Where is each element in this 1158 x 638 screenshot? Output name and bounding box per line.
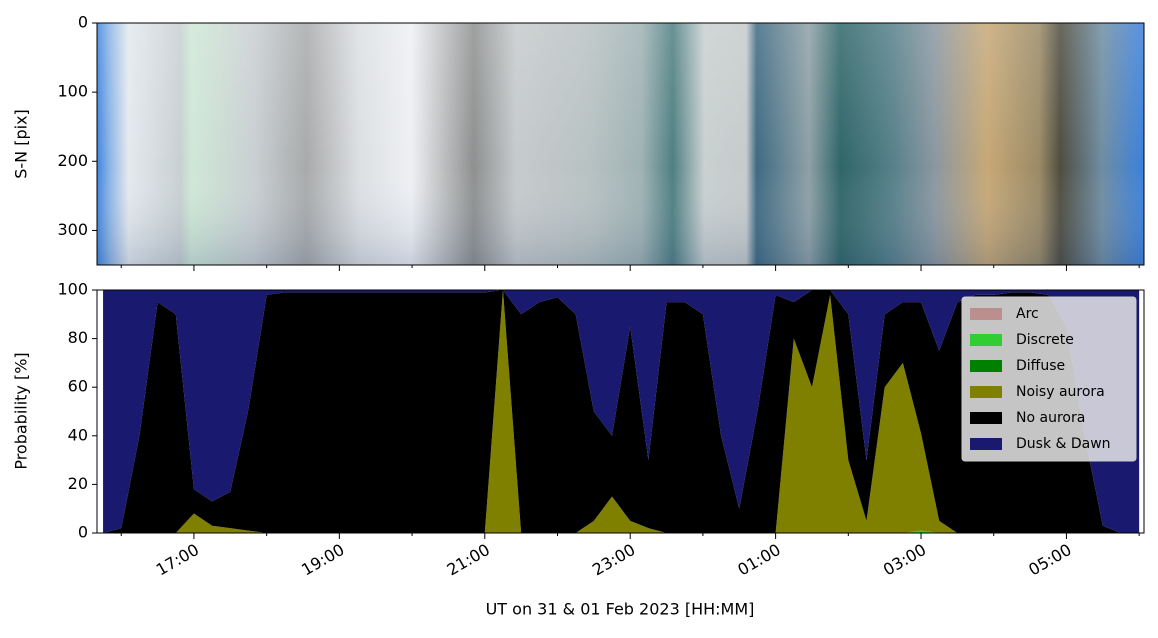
- y-tick-label: 60: [68, 377, 88, 396]
- x-tick-label: 21:00: [444, 540, 493, 580]
- x-tick-label: 19:00: [298, 540, 347, 580]
- legend-label: Diffuse: [1016, 358, 1065, 374]
- y-tick-label: 40: [68, 425, 88, 444]
- keogram-shade: [97, 23, 1144, 265]
- y-tick-label: 20: [68, 474, 88, 493]
- x-tick-label: 05:00: [1025, 540, 1074, 580]
- keogram-image: [97, 23, 1144, 265]
- y-tick-label: 100: [57, 280, 88, 299]
- axes-frame: [96, 289, 1145, 534]
- legend-label: Discrete: [1016, 332, 1074, 348]
- legend-swatch: [970, 438, 1002, 450]
- legend-label: Noisy aurora: [1016, 384, 1105, 400]
- x-tick-label: 23:00: [589, 540, 638, 580]
- area: [103, 290, 1140, 533]
- legend-swatch: [970, 360, 1002, 372]
- stacked-areas: [103, 290, 1140, 533]
- y-tick-label: 200: [57, 151, 88, 170]
- legend-swatch: [970, 412, 1002, 424]
- axes-frame: [96, 22, 1145, 266]
- area: [103, 290, 1140, 533]
- y-axis-label: Probability [%]: [12, 352, 31, 469]
- x-tick-label: 03:00: [880, 540, 929, 580]
- x-axis-label: UT on 31 & 01 Feb 2023 [HH:MM]: [486, 600, 755, 619]
- legend-swatch: [970, 386, 1002, 398]
- legend-box: [961, 296, 1137, 462]
- y-tick-label: 0: [78, 523, 88, 542]
- legend-label: No aurora: [1016, 410, 1085, 426]
- legend-swatch: [970, 334, 1002, 346]
- y-tick-label: 0: [78, 13, 88, 32]
- area: [103, 290, 1140, 533]
- y-tick-label: 80: [68, 328, 88, 347]
- legend-label: Arc: [1016, 306, 1039, 322]
- legend-label: Dusk & Dawn: [1016, 436, 1111, 452]
- x-tick-label: 01:00: [734, 540, 783, 580]
- legend-swatch: [970, 308, 1002, 320]
- y-tick-label: 100: [57, 82, 88, 101]
- y-axis-label: S-N [pix]: [12, 109, 31, 179]
- legend: Arc Discrete Diffuse Noisy aurora No aurora D…: [961, 296, 1137, 462]
- y-tick-label: 300: [57, 220, 88, 239]
- x-tick-label: 17:00: [153, 540, 202, 580]
